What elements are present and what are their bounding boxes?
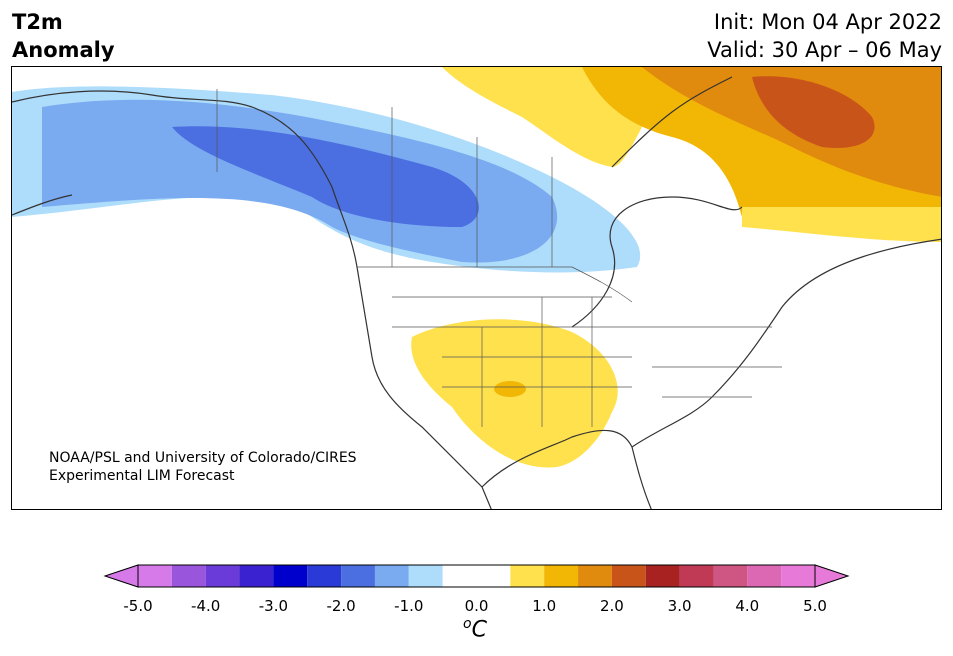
- colorbar-cell: [341, 565, 375, 587]
- colorbar-tick: -1.0: [394, 597, 424, 615]
- colorbar-cell: [205, 565, 240, 587]
- colorbar-tick: -2.0: [326, 597, 356, 615]
- colorbar-cell: [781, 565, 815, 587]
- colorbar-tick: 2.0: [599, 597, 624, 615]
- colorbar-cell: [442, 565, 511, 587]
- colorbar-cell: [578, 565, 612, 587]
- anomaly-fill-blue: [172, 126, 479, 227]
- colorbar-cell: [307, 565, 342, 587]
- title-line-1: T2m: [12, 10, 63, 34]
- init-date: Init: Mon 04 Apr 2022: [713, 10, 942, 34]
- colorbar-cell: [713, 565, 748, 587]
- colorbar-cell: [239, 565, 274, 587]
- colorbar-tick: 5.0: [803, 597, 827, 615]
- anomaly-fill-red-orange-northeast: [752, 76, 875, 148]
- colorbar-max-extend: [814, 564, 850, 588]
- colorbar-outline: [137, 564, 816, 588]
- credit-line-2: Experimental LIM Forecast: [49, 468, 235, 484]
- colorbar-cells: [138, 565, 815, 587]
- map-title: T2m Anomaly: [12, 8, 115, 64]
- colorbar-tick: 4.0: [735, 597, 760, 615]
- colorbar-tick: 0.0: [464, 597, 489, 615]
- valid-date: Valid: 30 Apr – 06 May: [707, 38, 942, 62]
- colorbar-cell: [510, 565, 545, 587]
- forecast-dates: Init: Mon 04 Apr 2022 Valid: 30 Apr – 06…: [707, 8, 942, 64]
- colorbar-cell: [645, 565, 680, 587]
- political-borders: [216, 89, 782, 427]
- colorbar-tick: -4.0: [191, 597, 221, 615]
- colorbar-tick: 3.0: [667, 597, 692, 615]
- colorbar: [103, 564, 850, 588]
- colorbar-cell: [138, 565, 172, 587]
- colorbar-cell: [544, 565, 579, 587]
- map-svg: [12, 67, 941, 509]
- colorbar-cell: [611, 565, 646, 587]
- title-line-2: Anomaly: [12, 38, 115, 62]
- unit-degree: o: [463, 616, 472, 632]
- colorbar-cell: [408, 565, 443, 587]
- colorbar-cell: [171, 565, 206, 587]
- anomaly-map: [11, 66, 942, 510]
- colorbar-cell: [374, 565, 409, 587]
- colorbar-min-extend: [103, 564, 139, 588]
- colorbar-cell: [273, 565, 308, 587]
- credit-text: NOAA/PSL and University of Colorado/CIRE…: [49, 449, 357, 485]
- colorbar-tick-labels: -5.0 -4.0 -3.0 -2.0 -1.0 0.0 1.0 2.0 3.0 4.0 5.0: [0, 597, 953, 617]
- colorbar-tick: -3.0: [258, 597, 289, 615]
- coastlines: [12, 76, 941, 509]
- colorbar-unit: oC: [463, 616, 487, 642]
- colorbar-cell: [679, 565, 714, 587]
- anomaly-fill-yellow-labrador: [742, 207, 941, 242]
- colorbar-tick: 1.0: [532, 597, 557, 615]
- colorbar-cell: [747, 565, 782, 587]
- colorbar-tick: -5.0: [123, 597, 153, 615]
- credit-line-1: NOAA/PSL and University of Colorado/CIRE…: [49, 450, 357, 466]
- unit-label: C: [471, 617, 487, 643]
- anomaly-fill-orange-southwest: [494, 381, 526, 397]
